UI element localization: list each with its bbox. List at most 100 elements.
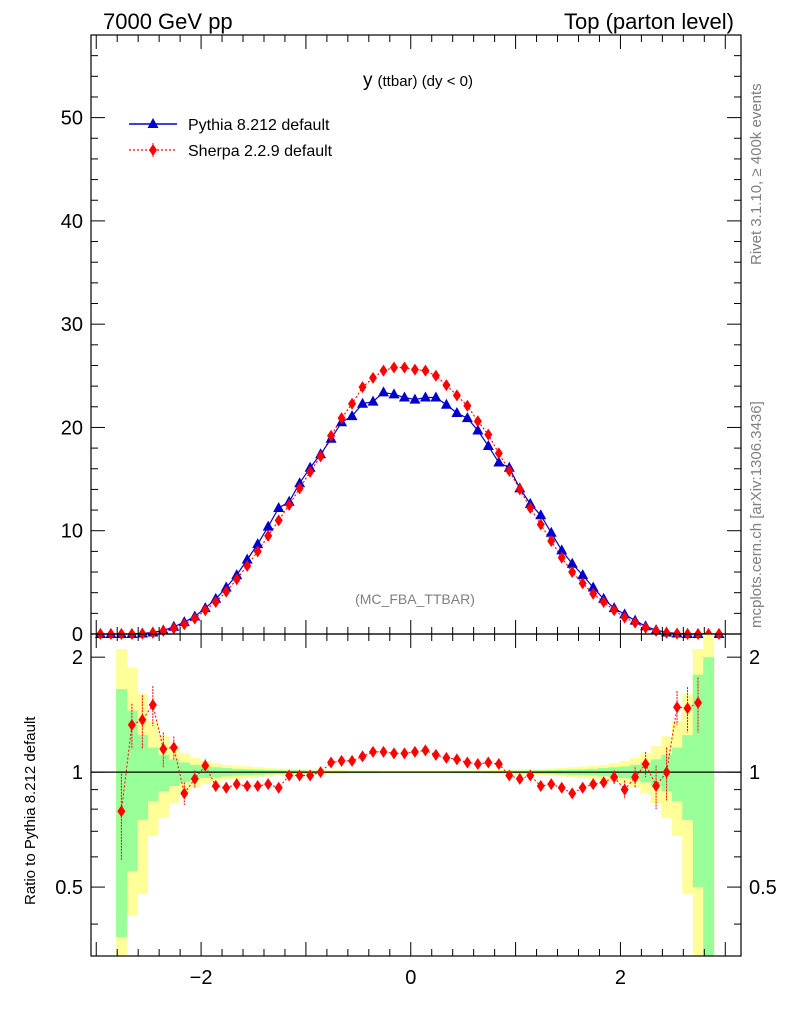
x-tick-label: 0 (405, 967, 416, 989)
pythia-point (378, 386, 389, 397)
pythia-point (440, 398, 452, 409)
legend-pythia-label: Pythia 8.212 default (188, 117, 330, 134)
sherpa-point (410, 363, 419, 376)
ratio-point (369, 745, 378, 758)
ratio-point (358, 750, 367, 763)
legend-sherpa-marker (149, 144, 157, 156)
ratio-point (536, 779, 545, 792)
sherpa-point (631, 616, 640, 629)
ratio-point (515, 772, 524, 785)
inner-band-segment (692, 674, 704, 888)
pythia-point (493, 456, 505, 467)
sherpa-point (253, 545, 262, 558)
ratio-point (264, 778, 273, 791)
ratio-point (421, 744, 430, 757)
ratio-point (138, 713, 147, 726)
sherpa-point (389, 361, 398, 374)
ratio-frame (90, 633, 742, 957)
ratio-y-tick-label-right: 2 (749, 647, 760, 669)
pythia-point (430, 391, 442, 402)
sherpa-point (505, 464, 514, 477)
ratio-point (316, 766, 325, 779)
ratio-point (484, 756, 493, 769)
ratio-point (400, 747, 409, 760)
inner-band-segment (158, 754, 169, 792)
pythia-point (346, 410, 358, 421)
y-tick-label: 20 (61, 417, 83, 439)
ratio-point (494, 758, 503, 771)
y-tick-label: 50 (61, 108, 83, 130)
sherpa-point (421, 364, 430, 377)
sherpa-point (589, 587, 598, 600)
sherpa-point (473, 415, 482, 428)
ratio-point (222, 781, 231, 794)
ratio-y-axis-label: Ratio to Pythia 8.212 default (22, 716, 39, 905)
pythia-point (587, 581, 599, 592)
sherpa-point (379, 364, 388, 377)
sherpa-point (463, 399, 472, 412)
ratio-series-layer (117, 677, 703, 860)
sherpa-point (599, 595, 608, 608)
ratio-point (631, 771, 640, 784)
legend-sherpa-label: Sherpa 2.2.9 default (188, 143, 333, 160)
pythia-point (472, 424, 484, 435)
pythia-point (398, 391, 410, 402)
ratio-point (211, 779, 220, 792)
y-tick-label: 10 (61, 521, 83, 543)
ratio-point (452, 753, 461, 766)
sherpa-point (484, 428, 493, 441)
sherpa-point (568, 566, 577, 579)
pythia-point (419, 391, 431, 402)
ratio-y-tick-label-right: 0.5 (749, 877, 777, 899)
main-series-layer (94, 361, 725, 640)
pythia-point (556, 544, 568, 555)
ratio-point (159, 742, 168, 755)
ratio-y-tick-label-left: 2 (72, 647, 83, 669)
ratio-point (389, 747, 398, 760)
rivet-label: Rivet 3.1.10, ≥ 400k events (748, 83, 765, 265)
ratio-y-tick-label-left: 0.5 (55, 877, 83, 899)
pythia-point (241, 553, 253, 564)
ratio-point (274, 781, 283, 794)
pythia-point (535, 509, 547, 520)
ratio-point (169, 741, 178, 754)
ratio-point (547, 778, 556, 791)
ratio-point (337, 754, 346, 767)
sherpa-point (547, 535, 556, 548)
pythia-point (262, 520, 274, 531)
sherpa-point (232, 573, 241, 586)
pythia-point (273, 502, 285, 513)
inner-band-segment (137, 735, 149, 820)
sherpa-point (306, 465, 315, 478)
legend-pythia-marker (147, 118, 159, 128)
ratio-point (568, 787, 577, 800)
main-chart-title: y (ttbar) (dy < 0) (363, 70, 473, 91)
sherpa-point (526, 502, 535, 515)
ratio-point (410, 745, 419, 758)
ratio-point (463, 756, 472, 769)
pythia-point (451, 406, 463, 417)
pythia-point (388, 388, 400, 399)
sherpa-point (327, 429, 336, 442)
ratio-point (620, 783, 629, 796)
inner-band-segment (147, 747, 159, 802)
sherpa-point (180, 618, 189, 631)
ratio-point (662, 766, 671, 779)
sherpa-point (348, 397, 357, 410)
ratio-point (232, 778, 241, 791)
title-small: (ttbar) (dy < 0) (378, 73, 473, 90)
ratio-uncertainty-bands (91, 634, 741, 956)
sherpa-point (494, 447, 503, 460)
sherpa-point (285, 498, 294, 511)
ratio-point (599, 776, 608, 789)
ratio-point (610, 771, 619, 784)
pythia-point (357, 397, 369, 408)
sherpa-point (536, 518, 545, 531)
watermark: (MC_FBA_TTBAR) (355, 591, 475, 607)
main-axes: 0 10 20 30 40 50 (61, 34, 742, 648)
y-tick-label: 40 (61, 211, 83, 233)
inner-band-segment (671, 747, 683, 802)
sherpa-point (295, 482, 304, 495)
pythia-point (545, 526, 557, 537)
sherpa-point (358, 381, 367, 394)
